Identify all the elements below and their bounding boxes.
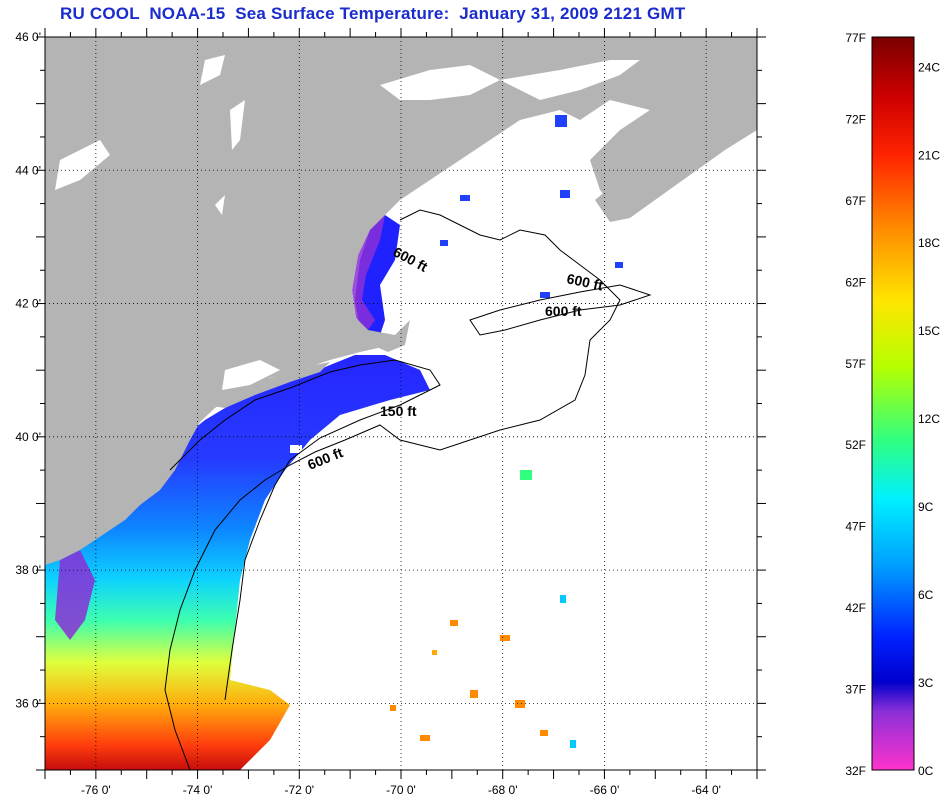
colorbar-c-label: 12C xyxy=(918,412,940,426)
colorbar-f-label: 32F xyxy=(845,764,866,778)
sst-shelf-water xyxy=(45,355,430,770)
colorbar-c-label: 15C xyxy=(918,324,940,338)
lon-tick-label: -74 0' xyxy=(183,783,213,797)
colorbar-c-label: 9C xyxy=(918,500,934,514)
colorbar-f-label: 62F xyxy=(845,275,866,289)
lat-tick-label: 42 0' xyxy=(15,297,41,311)
lat-tick-label: 46 0' xyxy=(15,30,41,44)
lat-tick-label: 38 0' xyxy=(15,563,41,577)
axis-ticks xyxy=(36,28,766,779)
land-lakes xyxy=(55,55,640,390)
contour-150ft xyxy=(169,359,441,701)
contour-600ft xyxy=(164,209,621,770)
contour-label-600ft-east: 600 ft xyxy=(565,270,604,293)
colorbar-c-label: 21C xyxy=(918,148,940,162)
map-title: RU COOL NOAA-15 Sea Surface Temperature:… xyxy=(60,4,686,23)
longitude-labels: -76 0' -74 0' -72 0' -70 0' -68 0' -66 0' -64 … xyxy=(81,783,721,797)
land-mass-north-america xyxy=(45,37,757,565)
latitude-labels: 46 0' 44 0' 42 0' 40 0' 38 0' 36 0' xyxy=(15,30,41,710)
colorbar-f-label: 52F xyxy=(845,438,866,452)
lon-tick-label: -64 0' xyxy=(691,783,721,797)
colorbar-celsius-labels: 24C 21C 18C 15C 12C 9C 6C 3C 0C xyxy=(918,60,940,778)
lon-tick-label: -66 0' xyxy=(590,783,620,797)
lon-tick-label: -68 0' xyxy=(488,783,518,797)
land-nova-scotia xyxy=(595,100,757,222)
contour-label-150ft: 150 ft xyxy=(380,403,417,419)
lat-tick-label: 40 0' xyxy=(15,430,41,444)
lon-tick-label: -76 0' xyxy=(81,783,111,797)
colorbar-c-label: 6C xyxy=(918,588,934,602)
contour-600ft-georges xyxy=(469,284,652,336)
contour-label-600ft-georges: 600 ft xyxy=(545,303,582,319)
sst-chesapeake-purple xyxy=(55,550,95,640)
land-cape-cod xyxy=(368,320,410,352)
colorbar-c-label: 0C xyxy=(918,764,934,778)
colorbar-f-label: 67F xyxy=(845,194,866,208)
colorbar-f-label: 77F xyxy=(845,31,866,45)
land-long-island xyxy=(205,362,330,408)
colorbar-c-label: 3C xyxy=(918,676,934,690)
colorbar-fahrenheit-labels: 77F 72F 67F 62F 57F 52F 47F 42F 37F 32F xyxy=(845,31,866,778)
sst-offshore-speckle xyxy=(290,115,623,748)
colorbar-f-label: 47F xyxy=(845,520,866,534)
temperature-colorbar xyxy=(871,36,915,771)
lat-tick-label: 36 0' xyxy=(15,696,41,710)
colorbar-c-label: 24C xyxy=(918,60,940,74)
colorbar-f-label: 72F xyxy=(845,112,866,126)
lon-tick-label: -70 0' xyxy=(386,783,416,797)
colorbar-f-label: 37F xyxy=(845,683,866,697)
graticule-grid xyxy=(45,37,757,770)
colorbar-f-label: 42F xyxy=(845,601,866,615)
colorbar-c-label: 18C xyxy=(918,236,940,250)
sst-coastal-purple xyxy=(352,215,385,330)
colorbar-f-label: 57F xyxy=(845,357,866,371)
lat-tick-label: 44 0' xyxy=(15,163,41,177)
lon-tick-label: -72 0' xyxy=(284,783,314,797)
